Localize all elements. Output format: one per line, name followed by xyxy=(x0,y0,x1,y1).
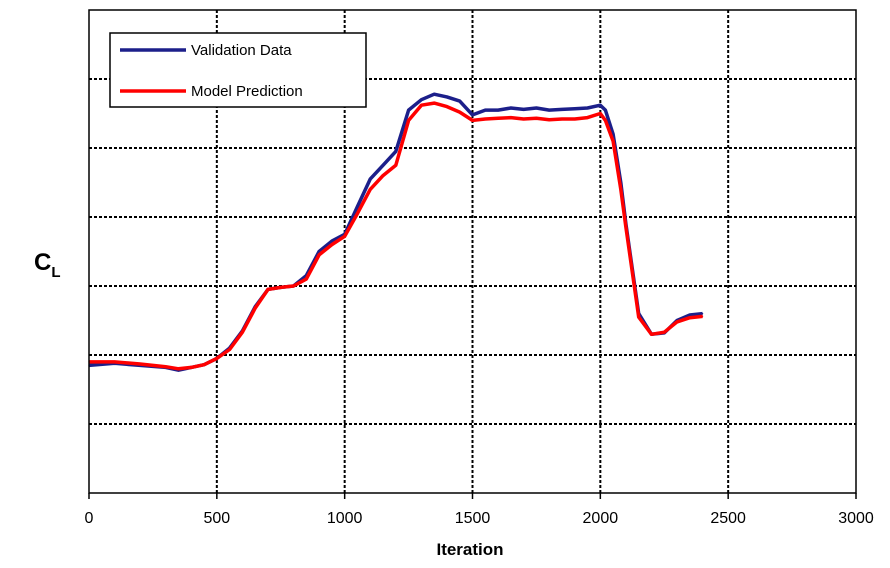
data-point xyxy=(574,118,576,120)
data-point xyxy=(689,317,691,319)
legend-box xyxy=(109,32,367,108)
data-point xyxy=(446,106,448,108)
series-layer xyxy=(88,92,704,372)
data-point xyxy=(612,133,614,135)
data-point xyxy=(484,118,486,120)
data-point xyxy=(420,99,422,101)
data-point xyxy=(305,278,307,280)
data-point xyxy=(663,331,665,333)
data-point xyxy=(523,118,525,120)
data-point xyxy=(280,286,282,288)
data-point xyxy=(497,117,499,119)
data-point xyxy=(254,307,256,309)
data-point xyxy=(702,315,704,317)
data-point xyxy=(604,109,607,111)
data-point xyxy=(604,119,607,121)
data-point xyxy=(638,316,640,318)
data-point xyxy=(331,240,333,242)
data-point xyxy=(318,250,320,253)
data-point xyxy=(420,104,422,106)
data-point xyxy=(395,150,397,153)
data-point xyxy=(229,348,231,351)
data-point xyxy=(586,117,589,119)
data-point xyxy=(318,254,320,256)
data-point xyxy=(471,119,474,121)
data-point xyxy=(561,118,563,120)
x-tick-label: 500 xyxy=(203,510,230,527)
legend: Validation Data Model Prediction xyxy=(109,32,367,108)
data-point xyxy=(497,109,499,111)
data-point xyxy=(382,175,384,177)
y-axis-title-main: C xyxy=(34,249,51,276)
x-tick-label: 2500 xyxy=(710,510,746,527)
y-axis-title-subscript: L xyxy=(51,264,60,281)
x-tick-label: 0 xyxy=(85,510,94,527)
data-point xyxy=(510,117,512,119)
data-point xyxy=(433,93,435,95)
data-point xyxy=(190,366,192,369)
data-point xyxy=(165,366,167,368)
data-point xyxy=(459,111,461,113)
data-point xyxy=(535,117,538,119)
data-point xyxy=(599,104,601,106)
data-point xyxy=(344,235,346,237)
data-point xyxy=(241,331,243,333)
x-axis-ticks: 0 500 1000 1500 2000 2500 3000 xyxy=(85,493,874,527)
x-tick-label: 1000 xyxy=(327,510,363,527)
data-point xyxy=(216,357,218,360)
data-point xyxy=(407,119,410,121)
data-point xyxy=(267,288,269,291)
data-point xyxy=(535,107,538,109)
data-point xyxy=(356,206,359,208)
data-point xyxy=(620,188,622,190)
legend-label-model: Model Prediction xyxy=(191,83,303,100)
data-point xyxy=(395,164,397,166)
data-point xyxy=(433,102,435,104)
data-point xyxy=(689,314,691,316)
data-point xyxy=(382,164,384,166)
data-point xyxy=(446,96,448,98)
x-tick-label: 1500 xyxy=(455,510,491,527)
data-point xyxy=(586,107,589,109)
data-point xyxy=(203,364,205,366)
legend-label-validation: Validation Data xyxy=(191,42,292,59)
x-tick-label: 2000 xyxy=(583,510,619,527)
data-point xyxy=(459,100,461,102)
data-point xyxy=(561,108,563,110)
data-point xyxy=(676,321,678,323)
data-point xyxy=(574,108,576,110)
data-point xyxy=(510,107,512,109)
data-point xyxy=(369,178,371,180)
x-axis-title: Iteration xyxy=(436,540,503,559)
data-point xyxy=(599,112,601,115)
y-axis-title: CL xyxy=(34,249,61,281)
data-point xyxy=(523,108,525,110)
series-line-model xyxy=(89,101,703,371)
data-point xyxy=(548,119,550,121)
data-point xyxy=(292,285,295,287)
data-point xyxy=(407,109,410,111)
data-point xyxy=(650,333,653,335)
data-point xyxy=(331,244,333,246)
data-point xyxy=(177,368,180,370)
data-point xyxy=(471,114,474,116)
data-point xyxy=(548,109,550,111)
data-point xyxy=(484,109,486,111)
data-point xyxy=(702,313,704,315)
data-point xyxy=(356,212,359,215)
data-point xyxy=(113,361,116,363)
data-point xyxy=(139,363,141,365)
data-point xyxy=(612,140,614,142)
data-point xyxy=(625,226,627,228)
data-point xyxy=(369,188,371,190)
x-tick-label: 3000 xyxy=(838,510,874,527)
